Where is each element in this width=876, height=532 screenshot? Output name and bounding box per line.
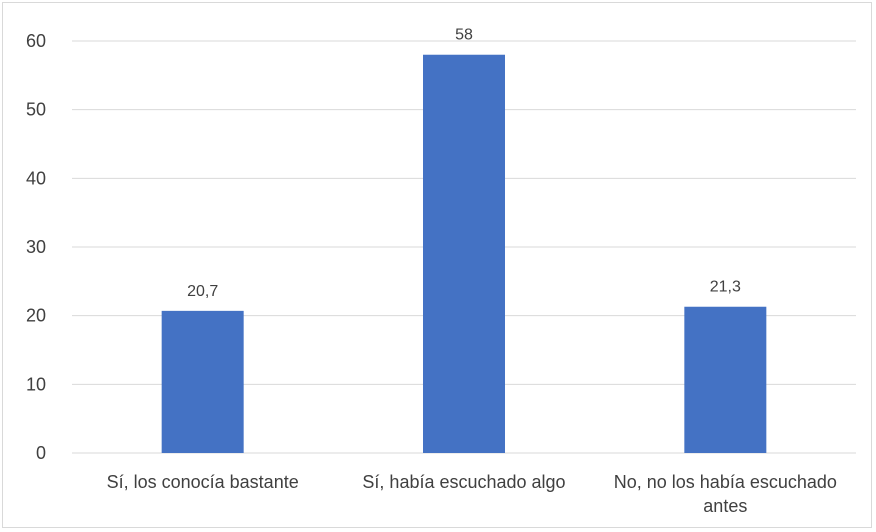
y-tick-label: 40 (26, 168, 46, 188)
y-tick-label: 10 (26, 374, 46, 394)
data-label-2: 21,3 (710, 279, 741, 296)
y-tick-label: 60 (26, 31, 46, 51)
y-tick-label: 0 (36, 443, 46, 463)
data-label-0: 20,7 (187, 283, 218, 300)
data-label-1: 58 (455, 27, 473, 44)
bar-0 (161, 310, 244, 453)
y-tick-label: 50 (26, 100, 46, 120)
bar-1 (423, 54, 505, 453)
category-label-2: No, no los había escuchado antes (614, 472, 837, 516)
bar-2 (684, 306, 767, 453)
category-label-0: Sí, los conocía bastante (107, 472, 299, 492)
category-label-1: Sí, había escuchado algo (362, 472, 565, 492)
y-tick-label: 30 (26, 237, 46, 257)
y-tick-label: 20 (26, 306, 46, 326)
